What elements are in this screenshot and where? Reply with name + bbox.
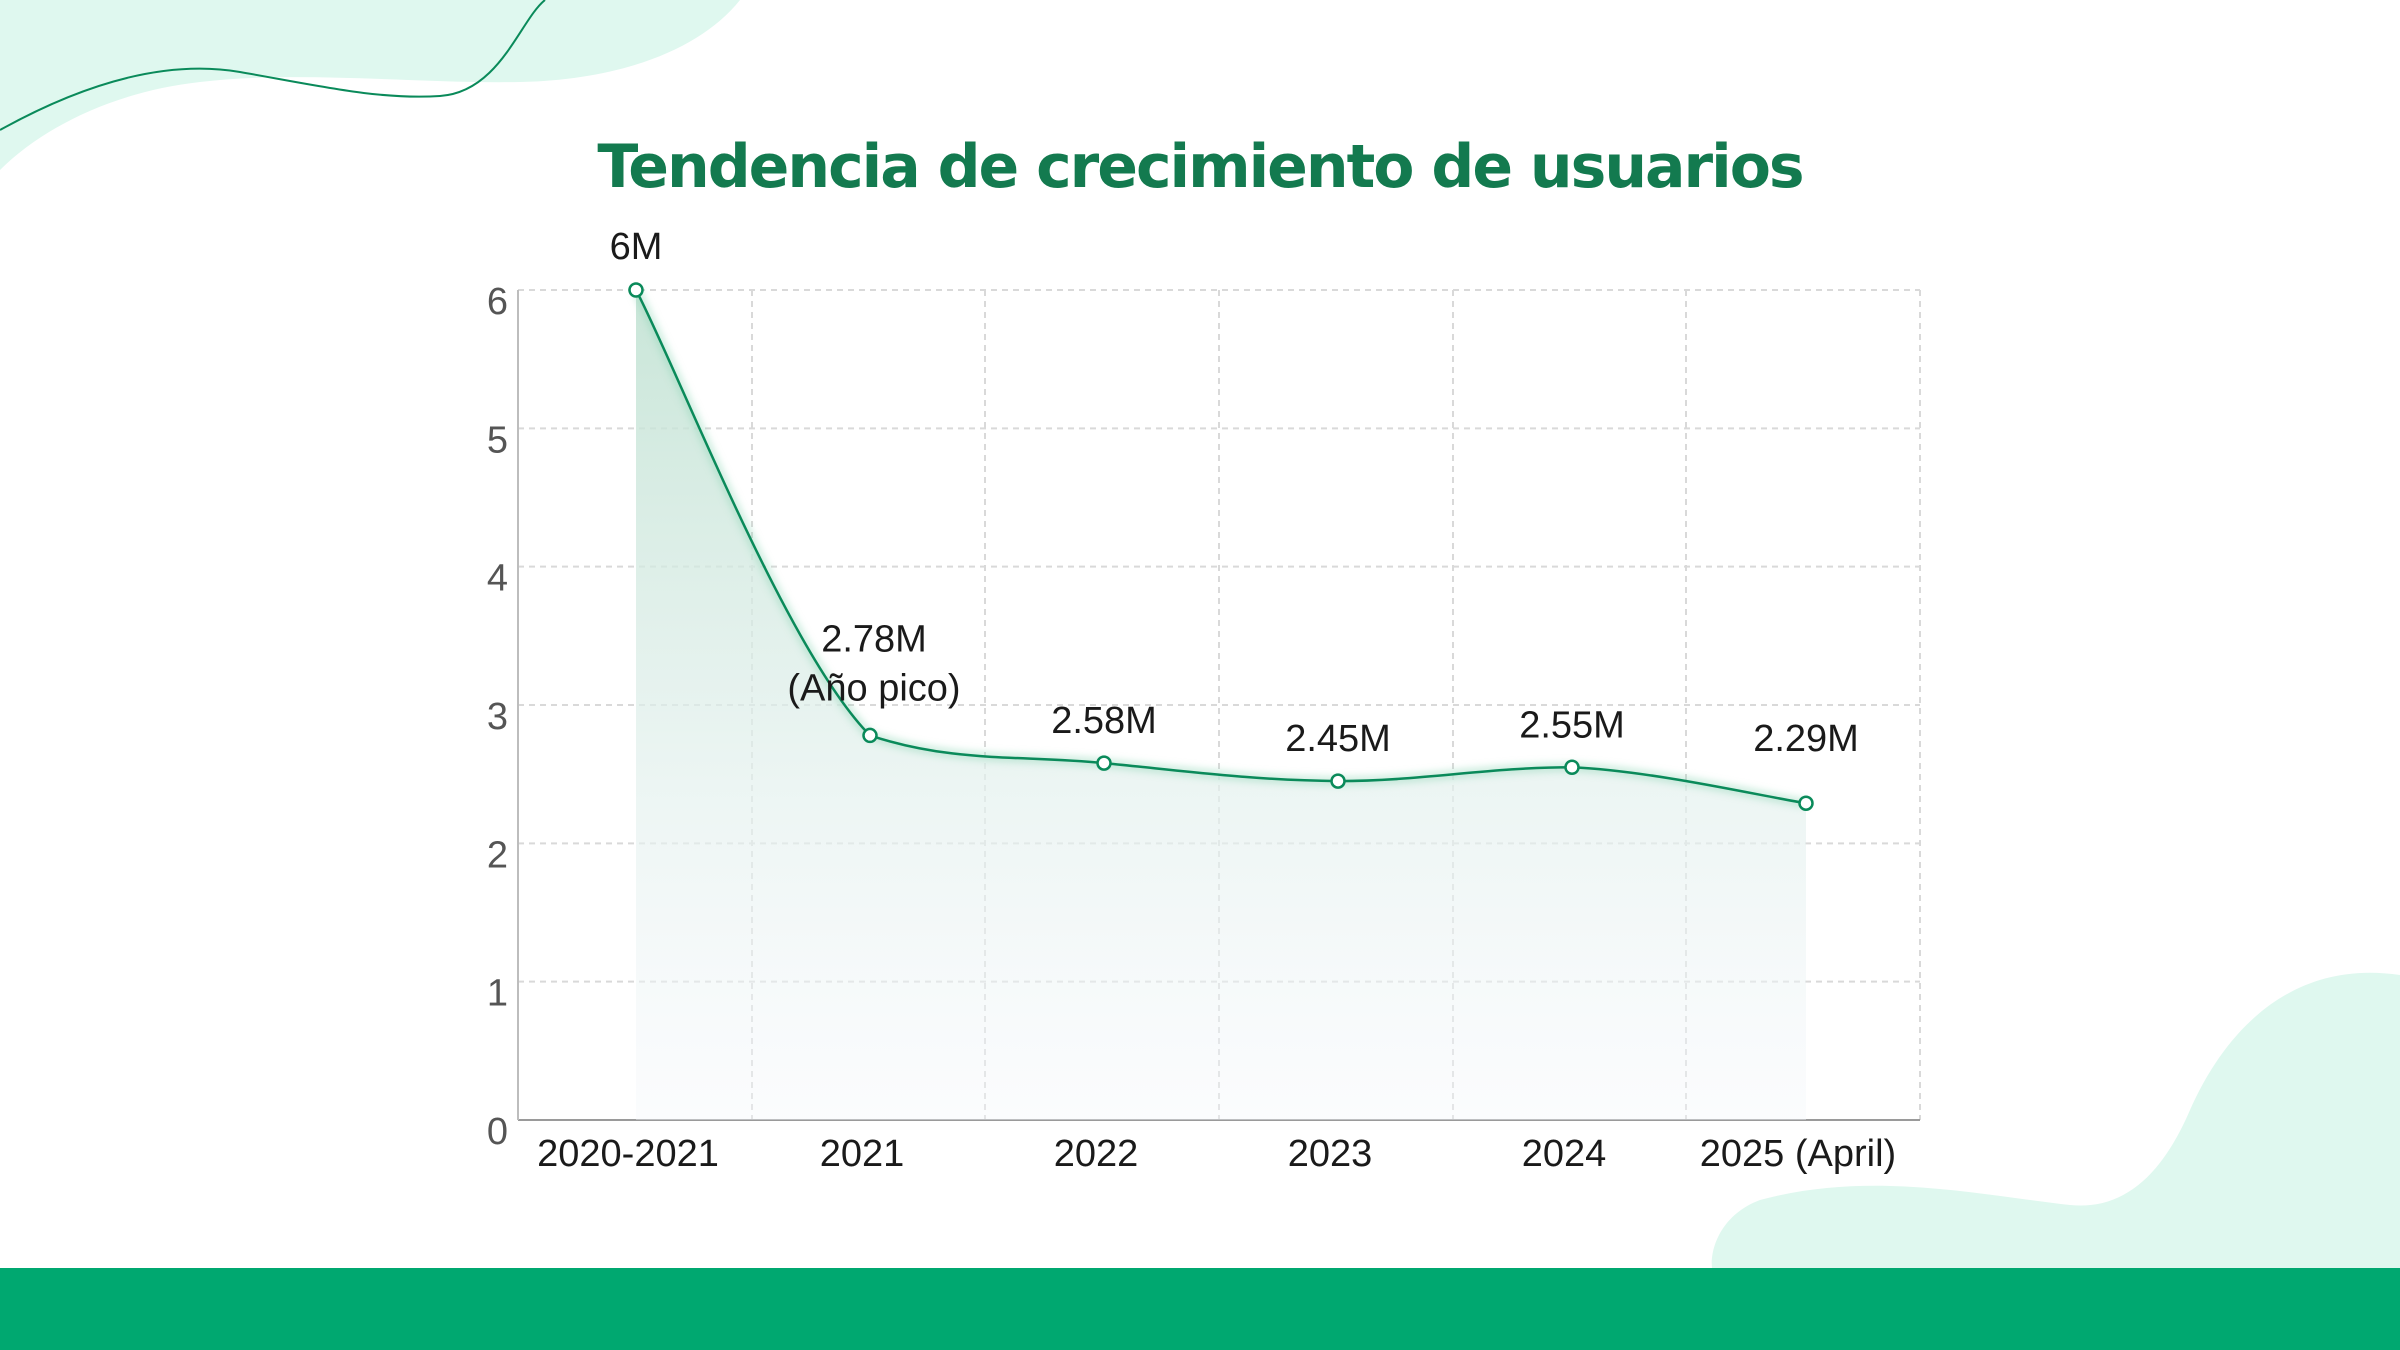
- y-tick-label-5: 5: [487, 419, 508, 461]
- y-tick-label-4: 4: [487, 558, 508, 600]
- series-line-path: [634, 289, 1807, 805]
- chart-title: Tendencia de crecimiento de usuarios: [597, 132, 1804, 202]
- bottom-right-wave-shape: [1711, 972, 2400, 1268]
- data-points: [628, 282, 1814, 811]
- data-labels: 6M 2.78M (Año pico) 2.58M 2.45M 2.55M 2.29M: [610, 226, 1859, 760]
- data-label-0: 6M: [610, 226, 663, 268]
- y-axis-ticks: 0 1 2 3 4 5 6: [487, 281, 508, 1153]
- top-left-wave-line: [0, 0, 546, 131]
- data-point-5: [1798, 795, 1814, 811]
- x-tick-label-4: 2024: [1522, 1133, 1607, 1175]
- data-label-2: 2.58M: [1051, 700, 1157, 742]
- data-label-1: 2.78M: [821, 618, 927, 660]
- data-label-5: 2.29M: [1753, 718, 1859, 760]
- data-label-3: 2.45M: [1285, 718, 1391, 760]
- data-label-1-line-1: (Año pico): [787, 667, 960, 709]
- series-area: [636, 290, 1806, 1120]
- x-tick-label-0: 2020-2021: [537, 1133, 719, 1175]
- data-point-4: [1564, 759, 1580, 775]
- data-point-0: [628, 282, 644, 298]
- y-tick-label-3: 3: [487, 696, 508, 738]
- data-label-4: 2.55M: [1519, 704, 1625, 746]
- data-point-1: [862, 727, 878, 744]
- x-axis-ticks: 2020-2021 2021 2022 2023 2024 2025 (April): [537, 1133, 1896, 1175]
- top-left-wave-shape: [0, 0, 740, 170]
- x-tick-label-1: 2021: [820, 1133, 905, 1175]
- data-point-2: [1096, 755, 1112, 771]
- footer-bar: [0, 1268, 2400, 1350]
- x-tick-label-2: 2022: [1054, 1133, 1139, 1175]
- x-tick-label-3: 2023: [1288, 1133, 1373, 1175]
- series-line: [632, 288, 1807, 808]
- area-fill: [636, 290, 1806, 1120]
- y-tick-label-1: 1: [487, 973, 508, 1015]
- y-tick-label-0: 0: [487, 1111, 508, 1153]
- x-tick-label-5: 2025 (April): [1700, 1133, 1896, 1175]
- y-tick-label-6: 6: [487, 281, 508, 323]
- data-point-3: [1330, 773, 1346, 789]
- y-tick-label-2: 2: [487, 834, 508, 876]
